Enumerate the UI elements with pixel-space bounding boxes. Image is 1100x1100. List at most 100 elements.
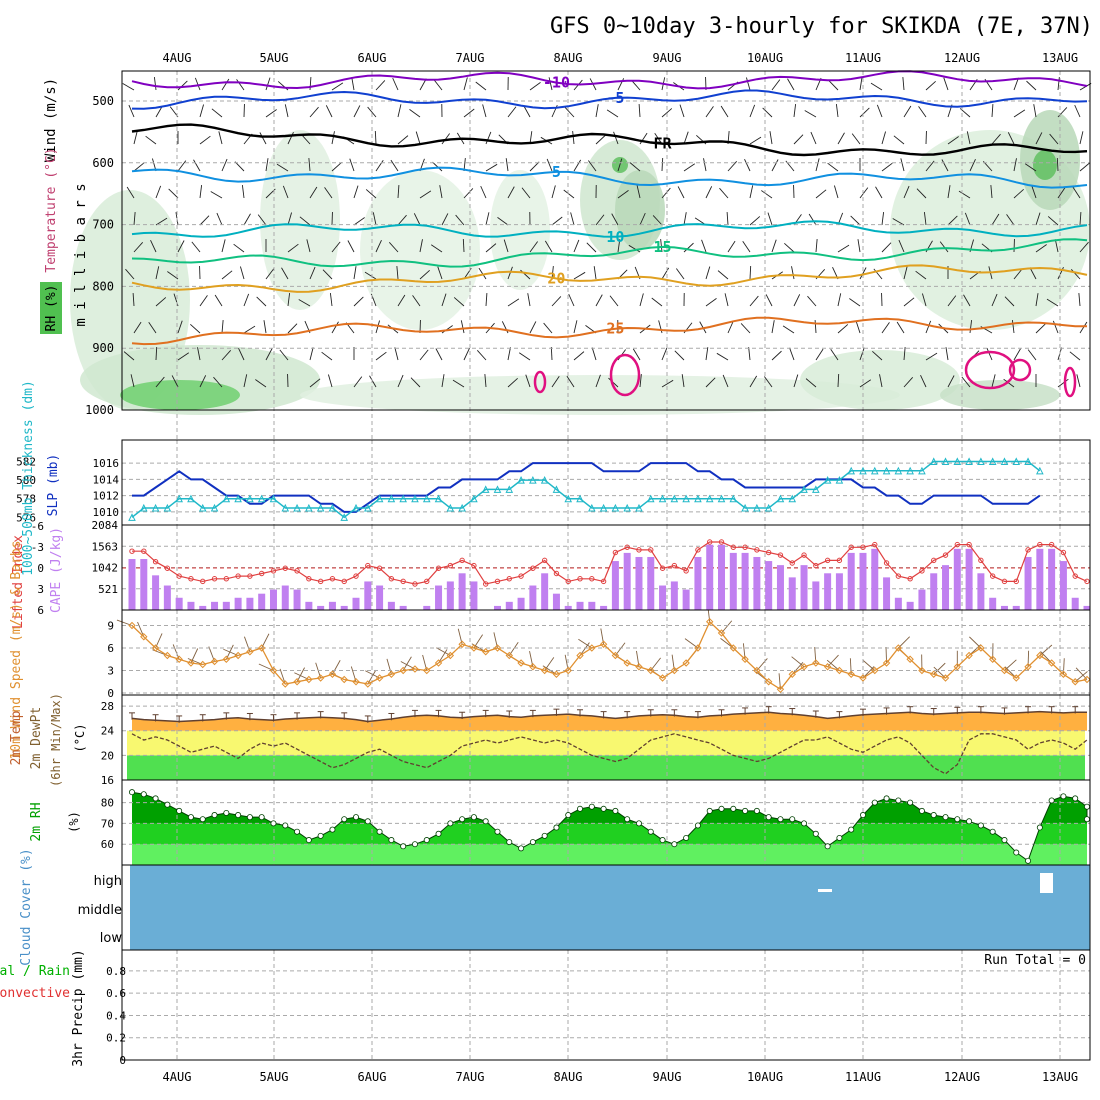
upper-barb-261 <box>1035 212 1041 226</box>
upper-barb-153 <box>587 160 597 172</box>
upper-barb-313 <box>239 266 245 280</box>
li-point-6 <box>200 578 206 585</box>
wind-point-55 <box>776 685 785 693</box>
upper-barb-271 <box>287 243 299 253</box>
rh-point-11 <box>258 814 265 821</box>
upper-barb-0 <box>122 83 135 91</box>
upper-barb-255 <box>892 218 905 226</box>
temp-contour-15 <box>131 238 1088 268</box>
li-point-3 <box>164 565 171 571</box>
upper-barb-216 <box>1013 188 1024 199</box>
upper-barb-263 <box>1079 212 1082 226</box>
thickness-point-53 <box>753 503 761 512</box>
upper-barb-51 <box>284 104 289 118</box>
date-label-top-10AUG: 10AUG <box>747 51 783 65</box>
date-label-top-5AUG: 5AUG <box>260 51 289 65</box>
wind-ytick-6: 6 <box>107 642 114 655</box>
upper-barb-102 <box>441 133 451 145</box>
upper-barb-286 <box>617 239 621 253</box>
li-point-58 <box>813 562 819 569</box>
cape-bar-81 <box>1083 605 1091 610</box>
thickness-point-9 <box>234 494 242 503</box>
li-point-42 <box>624 544 630 550</box>
upper-barb-201 <box>677 186 685 199</box>
upper-barb-87 <box>1074 104 1081 118</box>
date-label-top-13AUG: 13AUG <box>1042 51 1078 65</box>
legend-temperature: Temperature (°C) <box>44 147 59 272</box>
upper-barb-287 <box>628 244 641 253</box>
rh-point-15 <box>305 837 312 844</box>
rh-point-81 <box>1084 803 1091 810</box>
upper-barb-440 <box>123 351 135 361</box>
cape-bar-28 <box>458 573 466 610</box>
thickness-point-8 <box>222 494 231 503</box>
upper-barb-12 <box>392 77 399 91</box>
temp-contour--5b <box>131 166 1088 189</box>
thickness-point-29 <box>470 494 478 503</box>
upper-barb-476 <box>925 352 938 361</box>
cape-bar-51 <box>729 552 737 610</box>
upper-barb-460 <box>573 351 585 361</box>
upper-barb-190 <box>439 185 443 199</box>
wind-point-48 <box>694 644 702 652</box>
upper-barb-258 <box>964 212 971 226</box>
wind-point-23 <box>399 666 407 675</box>
upper-barb-70 <box>705 106 714 118</box>
upper-barb-220 <box>133 212 136 226</box>
magenta-contour-4 <box>1063 366 1077 398</box>
upper-barb-224 <box>216 212 223 226</box>
upper-barb-277 <box>419 239 423 253</box>
thick-ytick-582: 582 <box>16 456 36 469</box>
thickness-point-38 <box>576 494 584 503</box>
temp-ytick-16: 16 <box>101 774 114 787</box>
li-point-19 <box>353 573 359 579</box>
slp-ytick-1016: 1016 <box>93 457 120 470</box>
wind-barb-41 <box>615 642 626 656</box>
wind-point-44 <box>647 666 655 675</box>
upper-ytick-800: 800 <box>92 279 114 293</box>
upper-barb-248 <box>749 216 761 226</box>
li-point-69 <box>942 552 949 558</box>
rh-point-26 <box>435 830 442 837</box>
upper-barb-75 <box>804 110 817 118</box>
rh-point-0 <box>128 789 135 796</box>
run-total: Run Total = 0 <box>984 953 1086 968</box>
upper-barb-401 <box>243 325 256 334</box>
upper-barb-116 <box>749 136 762 145</box>
upper-barb-484 <box>130 374 135 388</box>
rh-point-29 <box>470 814 477 821</box>
upper-barb-97 <box>331 131 335 145</box>
upper-barb-523 <box>991 374 996 388</box>
upper-barb-342 <box>873 268 883 280</box>
upper-barb-498 <box>441 374 445 388</box>
thickness-point-41 <box>611 503 620 512</box>
date-label-bottom-4AUG: 4AUG <box>163 1070 192 1084</box>
rh-point-40 <box>600 805 607 812</box>
upper-barb-123 <box>893 135 905 145</box>
upper-barb-269 <box>233 243 245 253</box>
slp-ytick-1012: 1012 <box>93 490 120 503</box>
precip-ylabel: 3hr Precip (mm) <box>71 949 86 1066</box>
upper-barb-122 <box>881 131 887 145</box>
li-point-80 <box>1072 573 1078 579</box>
thickness-point-7 <box>210 503 219 512</box>
upper-barb-353 <box>155 297 167 307</box>
upper-barb-66 <box>606 109 619 118</box>
rh-point-69 <box>942 814 949 821</box>
wind-barb-53 <box>756 658 768 671</box>
contour-label-15: 15 <box>654 238 672 256</box>
li-point-62 <box>860 544 866 550</box>
upper-barb-416 <box>573 320 578 334</box>
li-ytick--3: -3 <box>31 541 44 554</box>
cape-bar-36 <box>552 593 560 610</box>
rh-point-39 <box>588 803 595 810</box>
rh-point-34 <box>529 839 536 846</box>
precip-ytick-0: 0 <box>119 1054 126 1067</box>
thickness-point-33 <box>517 476 525 484</box>
rh-point-16 <box>317 832 324 839</box>
rh-point-61 <box>848 826 855 833</box>
upper-barb-390 <box>963 294 971 307</box>
li-point-17 <box>329 576 336 582</box>
upper-barb-379 <box>724 293 729 307</box>
upper-barb-40 <box>1013 77 1019 91</box>
